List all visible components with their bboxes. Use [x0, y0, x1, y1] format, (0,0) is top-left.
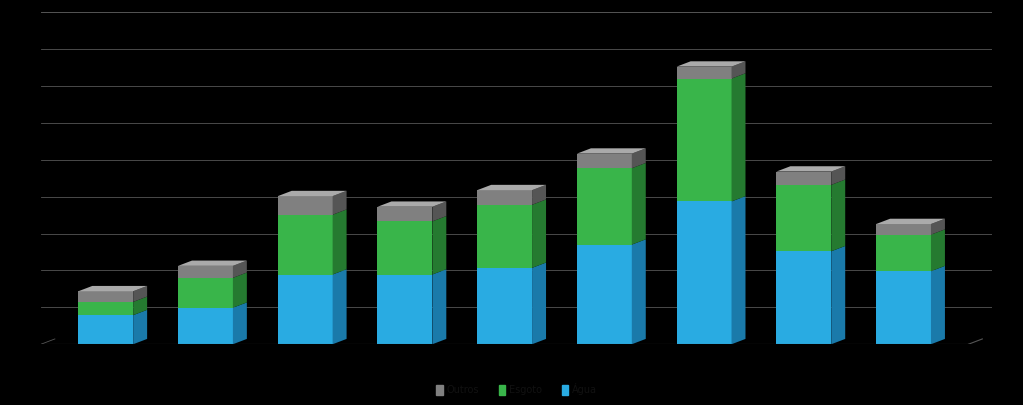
Bar: [178, 266, 233, 278]
Bar: [577, 153, 632, 168]
Bar: [278, 275, 332, 344]
Polygon shape: [931, 266, 945, 344]
Polygon shape: [532, 262, 546, 344]
Bar: [178, 308, 233, 344]
Bar: [676, 79, 731, 201]
Polygon shape: [832, 246, 845, 344]
Bar: [79, 291, 133, 302]
Bar: [278, 215, 332, 275]
Polygon shape: [133, 310, 147, 344]
Polygon shape: [832, 179, 845, 251]
Bar: [377, 207, 433, 222]
Bar: [876, 271, 931, 344]
Bar: [79, 302, 133, 315]
Bar: [876, 234, 931, 271]
Bar: [477, 268, 532, 344]
Bar: [876, 224, 931, 234]
Polygon shape: [233, 303, 247, 344]
Polygon shape: [332, 269, 347, 344]
Polygon shape: [676, 61, 746, 66]
Polygon shape: [776, 166, 845, 172]
Polygon shape: [433, 216, 446, 275]
Polygon shape: [731, 73, 746, 201]
Bar: [776, 172, 832, 185]
Polygon shape: [931, 219, 945, 234]
Polygon shape: [79, 286, 147, 291]
Polygon shape: [931, 229, 945, 271]
Polygon shape: [233, 260, 247, 278]
Polygon shape: [632, 239, 646, 344]
Polygon shape: [332, 209, 347, 275]
Bar: [477, 190, 532, 205]
Bar: [776, 251, 832, 344]
Bar: [377, 222, 433, 275]
Bar: [278, 196, 332, 215]
Bar: [477, 205, 532, 268]
Bar: [577, 245, 632, 344]
Polygon shape: [332, 191, 347, 215]
Polygon shape: [577, 148, 646, 153]
Polygon shape: [278, 191, 347, 196]
Bar: [178, 278, 233, 308]
Polygon shape: [433, 269, 446, 344]
Polygon shape: [632, 148, 646, 168]
Bar: [676, 201, 731, 344]
Polygon shape: [832, 166, 845, 185]
Polygon shape: [632, 163, 646, 245]
Polygon shape: [133, 286, 147, 302]
Polygon shape: [178, 260, 247, 266]
Bar: [79, 315, 133, 344]
Bar: [776, 185, 832, 251]
Bar: [676, 66, 731, 79]
Polygon shape: [133, 296, 147, 315]
Polygon shape: [731, 196, 746, 344]
Polygon shape: [876, 219, 945, 224]
Polygon shape: [433, 201, 446, 222]
Polygon shape: [532, 185, 546, 205]
Bar: [577, 168, 632, 245]
Polygon shape: [233, 273, 247, 308]
Polygon shape: [377, 201, 446, 207]
Polygon shape: [477, 185, 546, 190]
Legend: Outros, Esgoto, Água: Outros, Esgoto, Água: [432, 379, 602, 399]
Polygon shape: [532, 199, 546, 268]
Bar: [377, 275, 433, 344]
Polygon shape: [731, 61, 746, 79]
